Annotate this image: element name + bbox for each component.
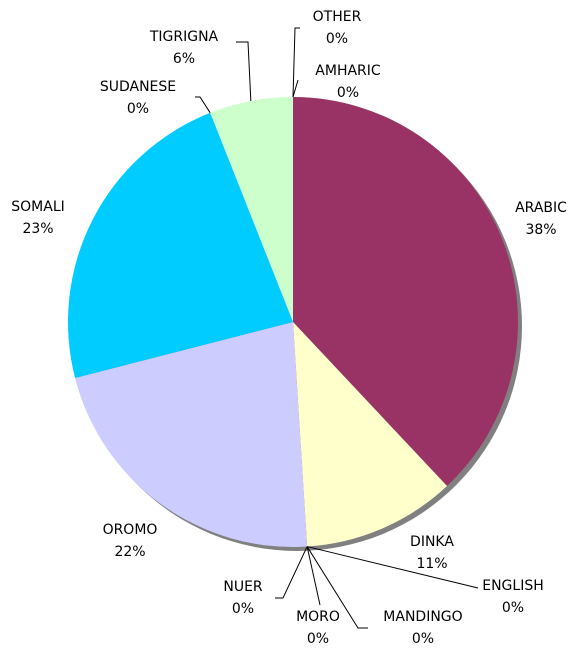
pie-slice bbox=[75, 322, 308, 547]
slice-label: MORO bbox=[296, 609, 340, 625]
slice-value-label: 0% bbox=[127, 101, 149, 117]
slice-label: NUER bbox=[223, 579, 263, 595]
leader-line bbox=[275, 546, 308, 599]
leader-line bbox=[292, 79, 299, 98]
pie-slice bbox=[67, 112, 293, 378]
slice-label: OROMO bbox=[103, 522, 158, 538]
leader-line bbox=[306, 546, 368, 629]
slice-label: SUDANESE bbox=[100, 79, 176, 95]
pie-slice bbox=[210, 97, 293, 322]
slice-label: DINKA bbox=[410, 534, 454, 550]
slice-value-label: 0% bbox=[502, 600, 524, 616]
slice-value-label: 0% bbox=[232, 601, 254, 617]
slice-value-label: 23% bbox=[22, 221, 53, 237]
leader-line bbox=[306, 546, 321, 606]
slice-value-label: 11% bbox=[416, 556, 447, 572]
slice-value-label: 0% bbox=[412, 631, 434, 647]
slice-value-label: 0% bbox=[326, 31, 348, 47]
leader-line bbox=[236, 41, 252, 102]
slice-label: ENGLISH bbox=[482, 578, 544, 594]
slice-value-label: 0% bbox=[337, 85, 359, 101]
slice-value-label: 6% bbox=[173, 51, 195, 67]
slice-label: ARABIC bbox=[515, 200, 567, 216]
slice-label: MANDINGO bbox=[383, 609, 462, 625]
slice-value-label: 38% bbox=[525, 222, 556, 238]
leader-line bbox=[307, 546, 479, 589]
pie-slice bbox=[293, 97, 518, 487]
slice-label: TIGRIGNA bbox=[149, 29, 219, 45]
slice-label: OTHER bbox=[313, 9, 362, 25]
pie-slice bbox=[293, 322, 448, 547]
slice-label: AMHARIC bbox=[315, 63, 381, 79]
slice-value-label: 22% bbox=[114, 544, 145, 560]
slice-value-label: 0% bbox=[307, 631, 329, 647]
slice-label: SOMALI bbox=[11, 199, 65, 215]
leader-line bbox=[292, 27, 300, 98]
leader-line bbox=[195, 96, 211, 114]
